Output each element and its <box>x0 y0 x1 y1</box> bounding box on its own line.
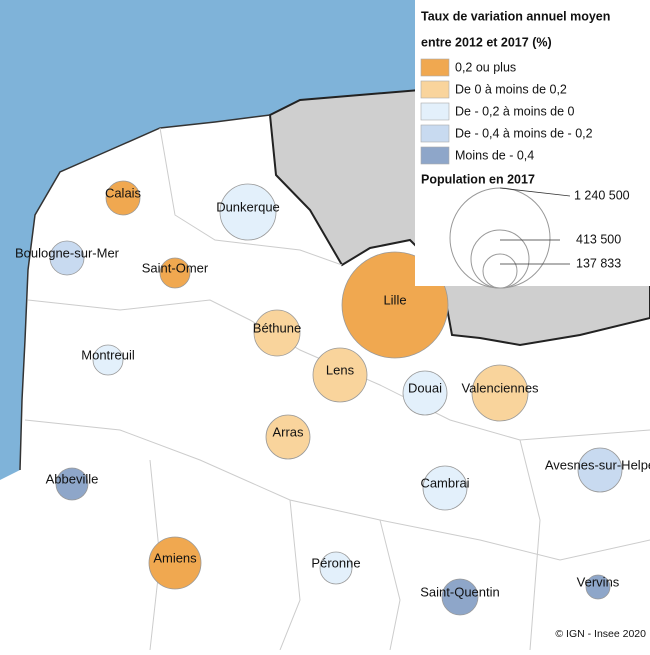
legend-label: De - 0,4 à moins de - 0,2 <box>455 126 593 140</box>
city-circle <box>312 347 368 403</box>
population-leaders <box>499 187 571 265</box>
city-circle <box>49 240 85 276</box>
legend-swatch <box>420 146 450 165</box>
city-circle <box>319 551 353 585</box>
city-label: Lens <box>326 362 355 377</box>
city-circle <box>585 574 611 600</box>
city-circle <box>148 536 202 590</box>
city-label: Amiens <box>153 550 197 565</box>
city-label: Béthune <box>253 320 301 335</box>
legend-label: De - 0,2 à moins de 0 <box>455 104 575 118</box>
legend-label: Moins de - 0,4 <box>455 148 534 162</box>
legend-swatch <box>420 124 450 143</box>
city-circle <box>219 183 277 241</box>
city-label: Boulogne-sur-Mer <box>15 245 120 260</box>
city-label: Saint-Omer <box>142 260 209 275</box>
city-label: Abbeville <box>46 471 99 486</box>
legend-box <box>415 0 650 166</box>
city-circle <box>159 257 191 289</box>
credit: © IGN - Insee 2020 <box>555 628 646 640</box>
legend-label: 0,2 ou plus <box>455 60 516 74</box>
city-circle <box>402 370 448 416</box>
legend-label: De 0 à moins de 0,2 <box>455 82 567 96</box>
city-label: Avesnes-sur-Helpe <box>545 457 650 472</box>
city-circle <box>422 465 468 511</box>
legend-swatch <box>420 58 450 77</box>
city-label: Arras <box>272 424 304 439</box>
city-circle <box>577 447 623 493</box>
legend-swatch <box>420 80 450 99</box>
city-label: Calais <box>105 185 142 200</box>
city-label: Valenciennes <box>461 380 539 395</box>
legend-swatch <box>420 102 450 121</box>
city-circle <box>92 344 124 376</box>
city-circle <box>55 467 89 501</box>
city-circle <box>441 578 479 616</box>
city-circle <box>471 364 529 422</box>
population-label: 137 833 <box>576 256 621 270</box>
city-label: Vervins <box>577 574 620 589</box>
city-label: Lille <box>383 292 406 307</box>
population-label: 413 500 <box>576 232 621 246</box>
city-label: Montreuil <box>81 347 135 362</box>
coastline <box>19 114 271 471</box>
city-circle <box>265 414 311 460</box>
city-circle <box>105 180 141 216</box>
city-label: Cambrai <box>420 475 469 490</box>
city-label: Saint-Quentin <box>420 584 500 599</box>
city-label: Dunkerque <box>216 199 280 214</box>
population-circles <box>449 187 551 289</box>
legend-title: entre 2012 et 2017 (%) <box>421 35 552 49</box>
population-legend-title: Population en 2017 <box>421 172 535 186</box>
population-label: 1 240 500 <box>574 188 630 202</box>
sea <box>0 0 420 480</box>
city-label: Douai <box>408 380 442 395</box>
city-circle <box>253 309 301 357</box>
city-label: Péronne <box>311 555 360 570</box>
legend-title: Taux de variation annuel moyen <box>421 9 610 23</box>
